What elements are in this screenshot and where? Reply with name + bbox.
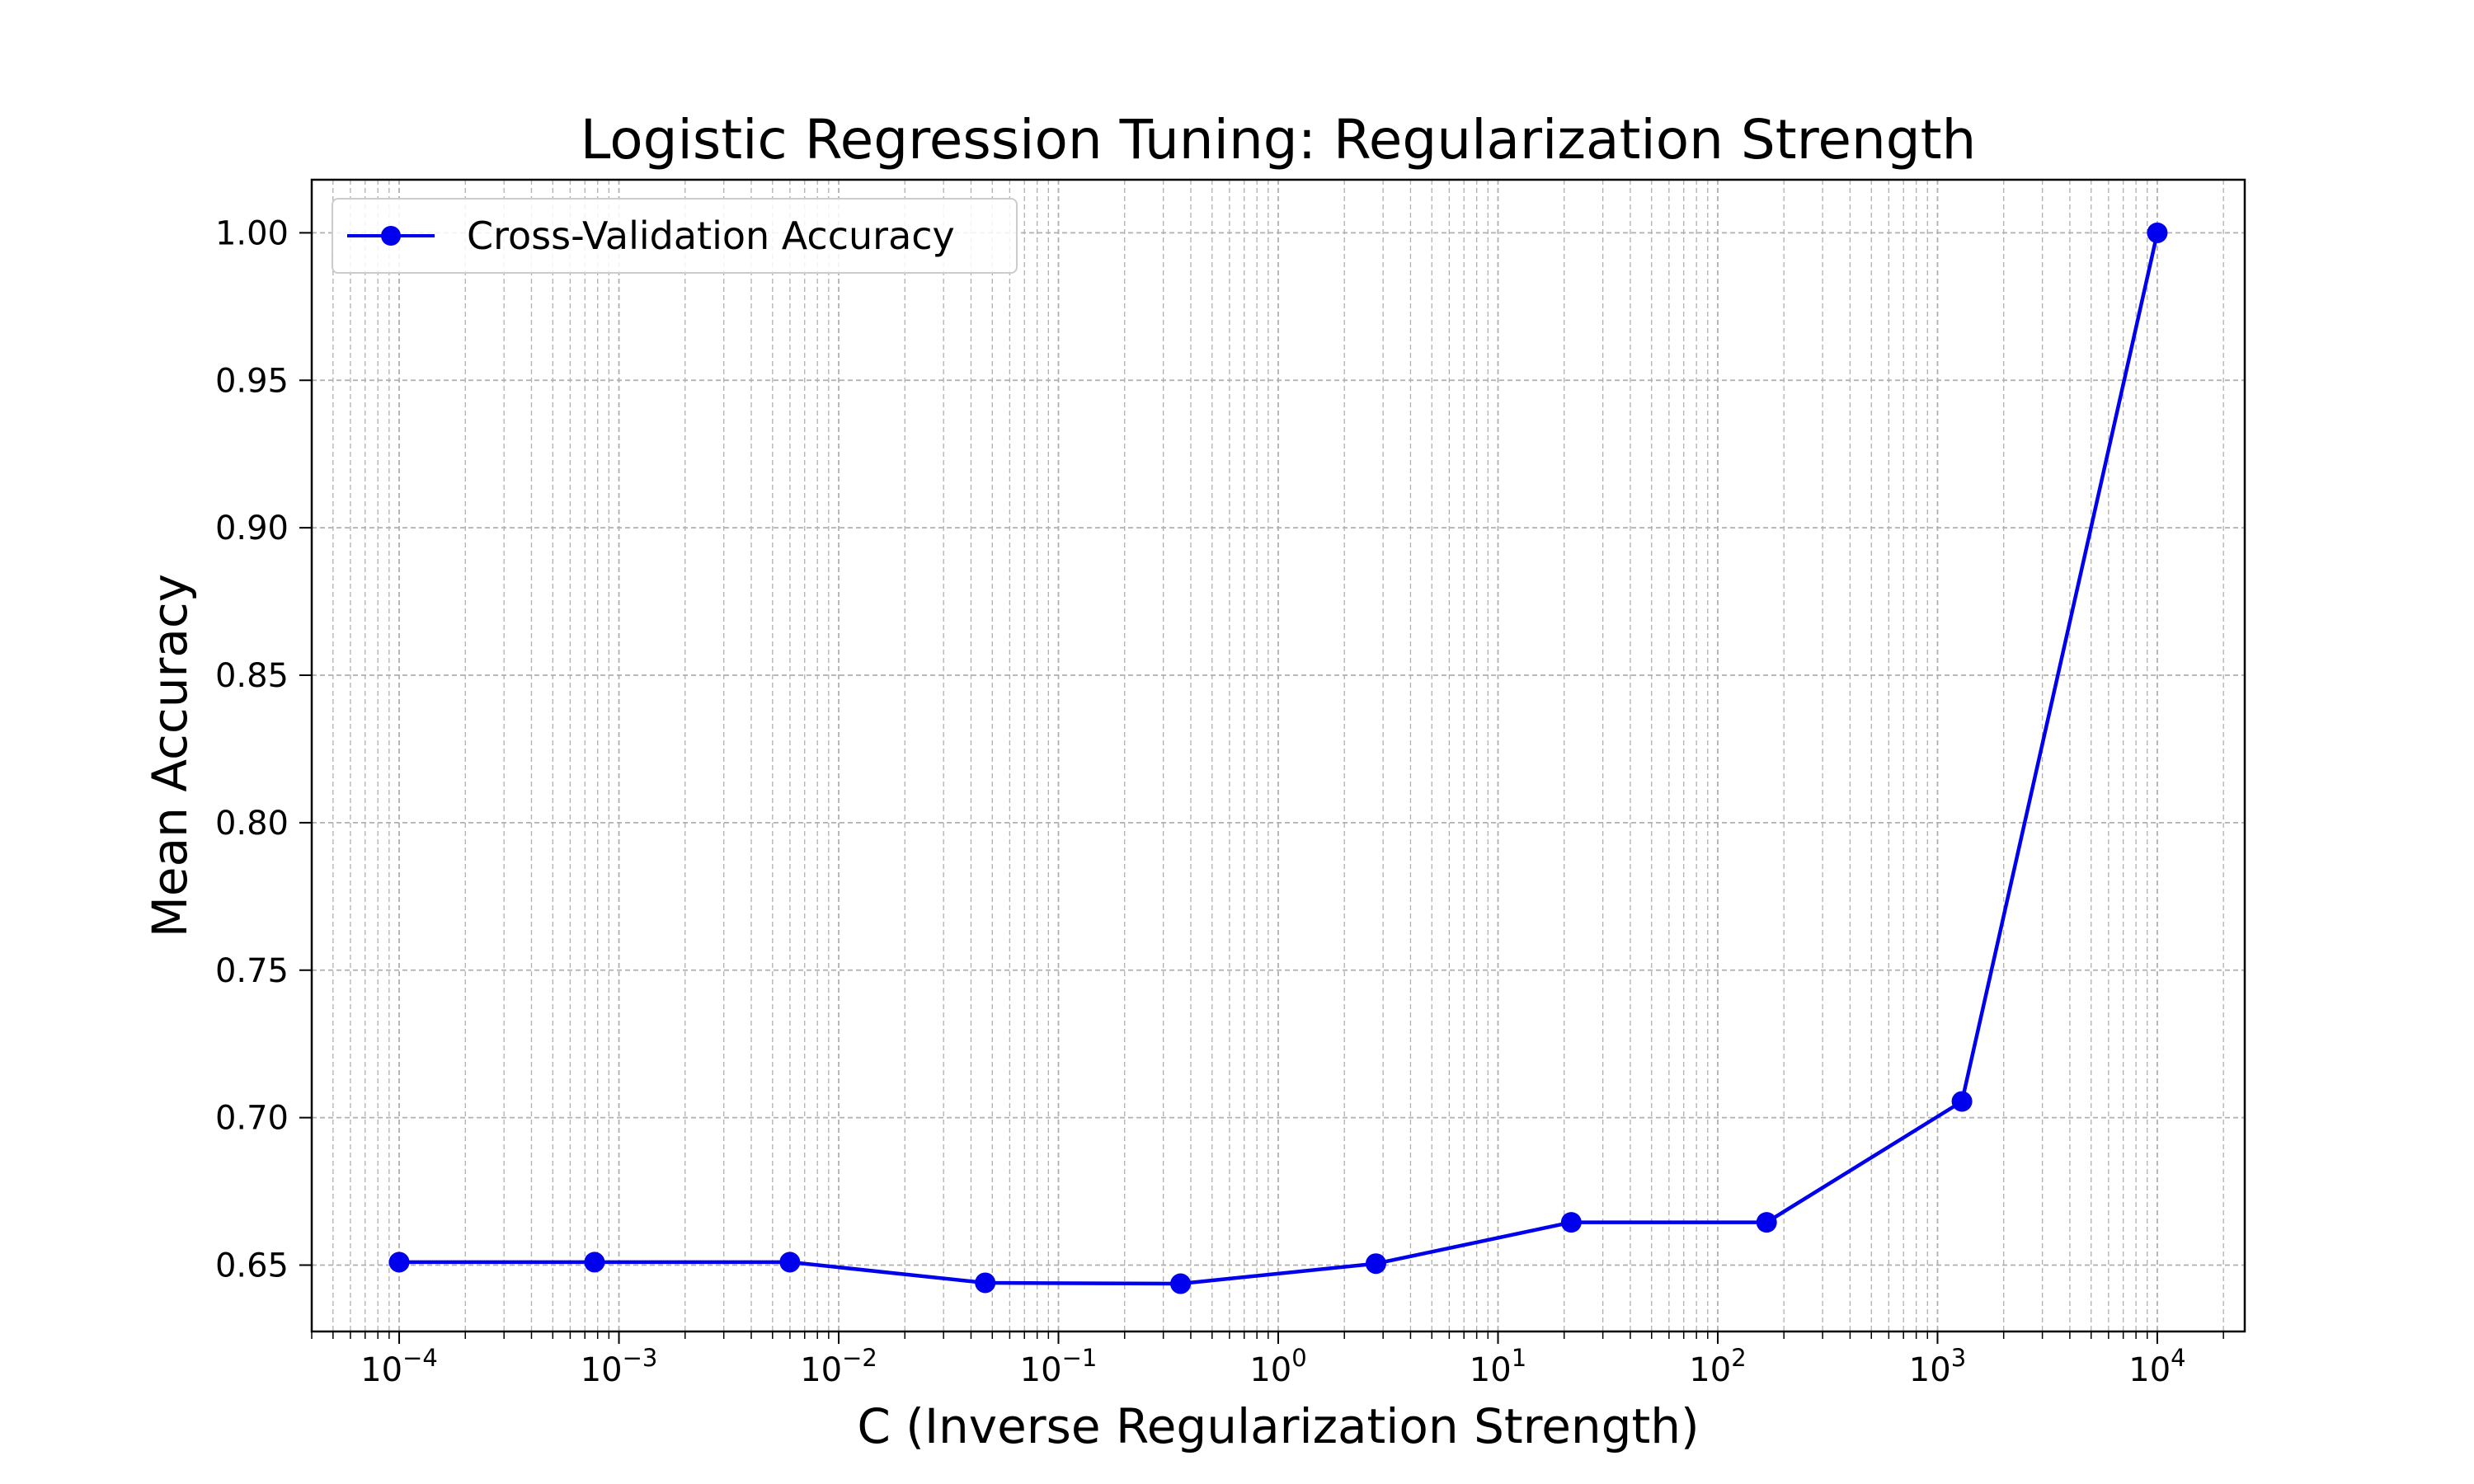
x-tick-label: 10−3 [581,1344,658,1389]
y-tick-label: 0.70 [215,1100,289,1138]
x-tick-label: 102 [1689,1344,1746,1389]
legend-label: Cross-Validation Accuracy [467,214,955,258]
x-axis-label: C (Inverse Regularization Strength) [857,1398,1699,1454]
y-tick-label: 0.65 [215,1247,289,1285]
series-layer [388,222,2168,1294]
y-axis-label: Mean Accuracy [142,574,198,937]
y-tick-label: 1.00 [215,214,289,252]
y-tick-label: 0.90 [215,510,289,547]
legend-marker [381,226,401,246]
y-tick-label: 0.75 [215,952,289,990]
x-tick-label: 104 [2128,1344,2185,1389]
grid [311,180,2245,1331]
data-point [1170,1273,1192,1294]
data-point [975,1272,996,1294]
data-point [388,1252,410,1273]
data-point [779,1252,801,1273]
x-axis: 10−4 10−3 10−2 10−1 100 101 102 103 104 [311,1331,2224,1389]
chart-title: Logistic Regression Tuning: Regularizati… [581,108,1977,171]
data-point [1560,1212,1582,1233]
x-tick-label: 103 [1909,1344,1966,1389]
data-point [1951,1091,1973,1112]
x-tick-label: 10−4 [360,1344,438,1389]
y-tick-label: 0.95 [215,362,289,400]
x-tick-label: 100 [1249,1344,1306,1389]
legend-box [332,198,1018,274]
y-axis: 0.65 0.70 0.75 0.80 0.85 0.90 0.95 1.00 [215,214,312,1285]
x-tick-label: 10−2 [800,1344,877,1389]
series-line [399,232,2160,1286]
data-point [1756,1212,1777,1233]
x-tick-label: 101 [1470,1344,1526,1389]
y-tick-label: 0.85 [215,657,289,695]
data-point [2147,222,2168,243]
x-tick-label: 10−1 [1020,1344,1098,1389]
data-point [584,1252,605,1273]
legend: Cross-Validation Accuracy [332,198,1018,274]
data-point [1365,1253,1386,1275]
y-tick-label: 0.80 [215,805,289,843]
